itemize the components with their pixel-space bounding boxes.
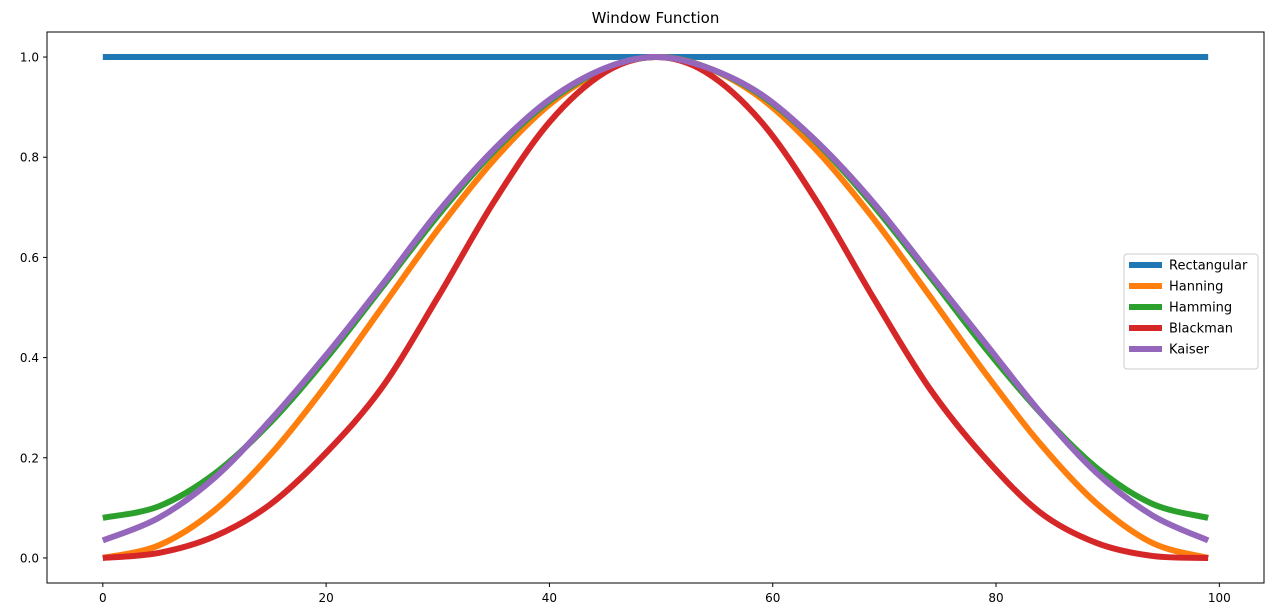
series-line-blackman	[102, 54, 1209, 561]
legend-label-hanning: Hanning	[1169, 280, 1223, 295]
series-line-hanning	[102, 54, 1209, 561]
y-tick-label: 0.8	[20, 151, 39, 165]
plot-area-frame	[46, 31, 1265, 584]
y-tick-label: 0.2	[20, 451, 39, 465]
series-layer	[101, 54, 1210, 561]
x-tick-label: 0	[99, 591, 107, 605]
x-tick-label: 60	[765, 591, 780, 605]
y-tick-label: 0.0	[20, 551, 39, 565]
chart-title: Window Function	[592, 9, 720, 27]
series-line-kaiser	[101, 54, 1210, 544]
x-tick-label: 100	[1208, 591, 1231, 605]
legend-label-kaiser: Kaiser	[1169, 343, 1210, 358]
legend-label-blackman: Blackman	[1169, 322, 1233, 337]
x-tick-label: 80	[988, 591, 1003, 605]
legend-label-rectangular: Rectangular	[1169, 259, 1248, 274]
axes-layer: 0 20 40 60 80 100 0.0 0.2 0.4 0.6 0.8 1.0	[20, 51, 1231, 605]
legend-label-hamming: Hamming	[1169, 301, 1232, 316]
y-tick-label: 0.6	[20, 251, 39, 265]
legend-frame	[1123, 253, 1259, 370]
y-tick-label: 0.4	[20, 351, 39, 365]
x-tick-label: 20	[318, 591, 333, 605]
y-tick-label: 1.0	[20, 51, 39, 65]
legend: Rectangular Hanning Hamming Blackman Kaiser	[1123, 253, 1259, 370]
x-tick-label: 40	[542, 591, 557, 605]
